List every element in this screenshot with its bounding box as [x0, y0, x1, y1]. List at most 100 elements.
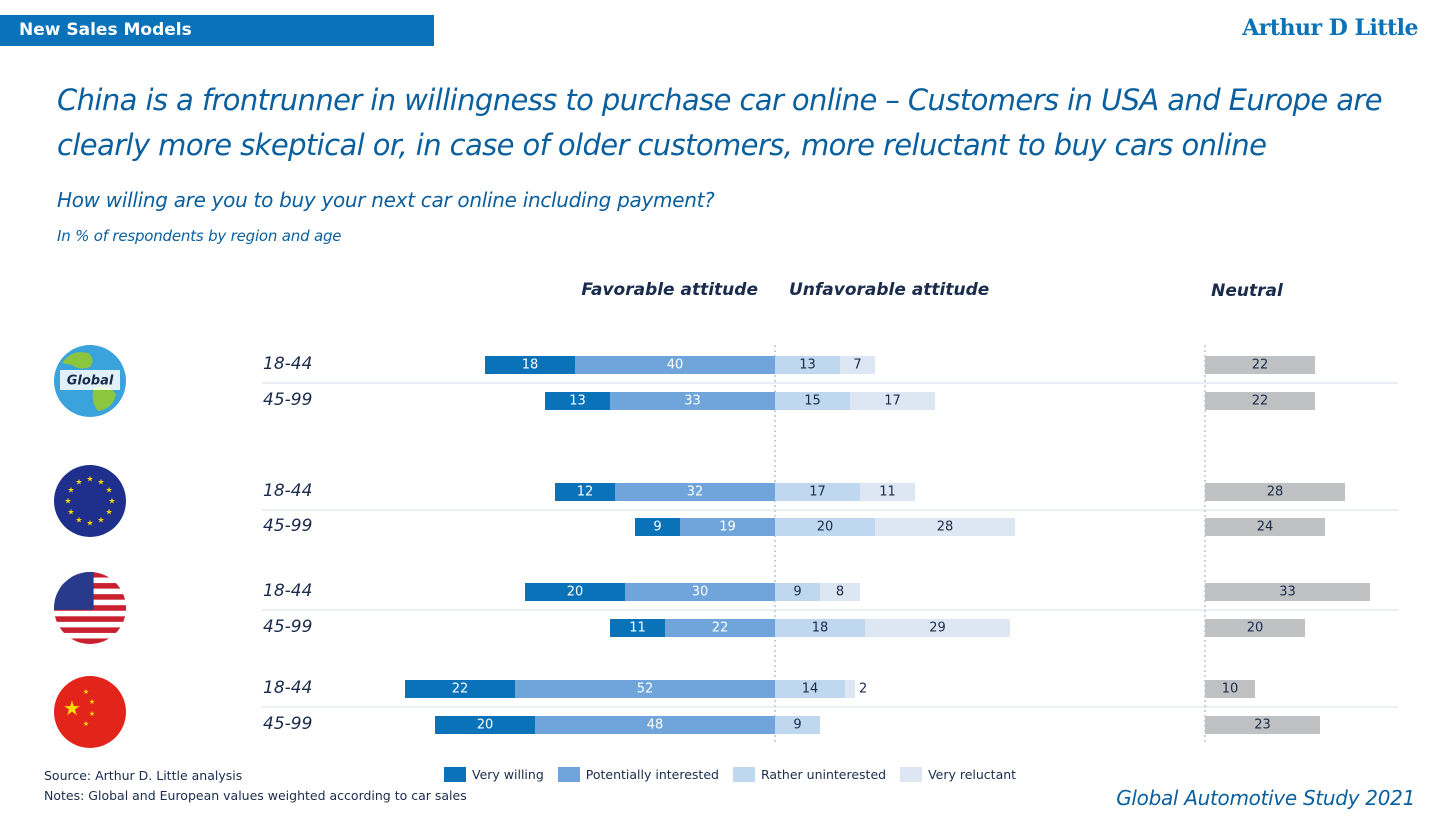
header-neutral: Neutral [1211, 281, 1284, 301]
value-label-rather-uninterested: 13 [799, 358, 816, 373]
value-label-very-willing: 20 [477, 718, 494, 733]
bar-very-reluctant [840, 356, 875, 374]
value-label-neutral: 33 [1279, 585, 1296, 600]
value-label-very-reluctant: 11 [879, 485, 896, 500]
bar-neutral [1205, 583, 1370, 601]
value-label-neutral: 22 [1252, 358, 1269, 373]
value-label-neutral: 24 [1257, 520, 1274, 535]
eu-star-icon: ★ [108, 497, 115, 506]
us-flag-stripe [54, 621, 126, 628]
value-label-neutral: 28 [1267, 485, 1284, 500]
eu-flag-icon [54, 465, 126, 537]
header-favorable: Favorable attitude [581, 280, 758, 300]
value-label-potentially-interested: 48 [647, 718, 664, 733]
legend-label-very-reluctant: Very reluctant [928, 767, 1017, 782]
bar-very-willing [635, 518, 680, 536]
legend-label-very-willing: Very willing [472, 767, 544, 782]
bar-very-reluctant [845, 680, 855, 698]
bar-very-willing [435, 716, 535, 734]
value-label-rather-uninterested: 17 [809, 485, 826, 500]
eu-star-icon: ★ [97, 477, 104, 486]
legend-swatch-very-reluctant [900, 767, 923, 782]
bar-very-willing [525, 583, 625, 601]
value-label-very-reluctant: 29 [929, 621, 946, 636]
eu-star-icon: ★ [75, 477, 82, 486]
chart-question: How willing are you to buy your next car… [57, 188, 715, 212]
age-label: 18-44 [263, 481, 312, 501]
bar-very-willing [405, 680, 515, 698]
footer-notes: Notes: Global and European values weight… [44, 788, 467, 803]
us-flag-icon [54, 572, 126, 644]
bar-potentially-interested [615, 483, 775, 501]
china-big-star-icon: ★ [63, 696, 81, 720]
unit-note: In % of respondents by region and age [57, 227, 342, 245]
eu-star-icon: ★ [86, 519, 93, 528]
globe-icon-label: Global [67, 374, 114, 389]
bar-rather-uninterested [775, 716, 820, 734]
bar-potentially-interested [575, 356, 775, 374]
bar-very-willing [555, 483, 615, 501]
bar-neutral [1205, 716, 1320, 734]
bar-neutral [1205, 356, 1315, 374]
bar-rather-uninterested [775, 680, 845, 698]
eu-star-icon: ★ [75, 516, 82, 525]
bar-very-willing [545, 392, 610, 410]
eu-star-icon: ★ [105, 508, 112, 517]
value-label-potentially-interested: 32 [687, 485, 704, 500]
bar-rather-uninterested [775, 356, 840, 374]
us-flag-canton [54, 572, 94, 610]
china-flag-icon [54, 676, 126, 748]
value-label-neutral: 23 [1254, 718, 1271, 733]
bar-neutral [1205, 518, 1325, 536]
age-label: 18-44 [263, 581, 312, 601]
value-label-very-reluctant: 2 [859, 682, 867, 697]
legend-label-potentially-interested: Potentially interested [585, 767, 719, 782]
china-small-star-icon: ★ [89, 698, 95, 706]
value-label-very-willing: 11 [629, 621, 646, 636]
value-label-neutral: 10 [1222, 682, 1239, 697]
bar-very-reluctant [820, 583, 860, 601]
value-label-rather-uninterested: 20 [817, 520, 834, 535]
bar-very-reluctant [860, 483, 915, 501]
bar-very-reluctant [850, 392, 935, 410]
value-label-very-willing: 12 [577, 485, 594, 500]
bar-potentially-interested [665, 619, 775, 637]
bar-potentially-interested [610, 392, 775, 410]
china-small-star-icon: ★ [83, 688, 89, 696]
value-label-very-willing: 18 [522, 358, 539, 373]
value-label-very-willing: 13 [569, 394, 586, 409]
value-label-very-reluctant: 7 [853, 358, 861, 373]
value-label-rather-uninterested: 9 [793, 585, 801, 600]
age-label: 45-99 [263, 714, 312, 734]
eu-star-icon: ★ [64, 497, 71, 506]
bar-neutral [1205, 680, 1255, 698]
header-unfavorable: Unfavorable attitude [789, 280, 989, 300]
bar-neutral [1205, 483, 1345, 501]
value-label-potentially-interested: 52 [637, 682, 654, 697]
legend-label-rather-uninterested: Rather uninterested [760, 767, 887, 782]
headline: China is a frontrunner in willingness to… [57, 83, 1383, 162]
bar-rather-uninterested [775, 583, 820, 601]
china-small-star-icon: ★ [89, 710, 95, 718]
legend-item-very-reluctant: Very reluctant [900, 767, 1016, 782]
bar-potentially-interested [535, 716, 775, 734]
bar-very-reluctant [875, 518, 1015, 536]
value-label-potentially-interested: 40 [667, 358, 684, 373]
legend-swatch-potentially-interested [557, 767, 580, 782]
value-label-very-willing: 20 [567, 585, 584, 600]
value-label-rather-uninterested: 18 [812, 621, 829, 636]
us-flag-stripe [54, 610, 126, 617]
age-label: 18-44 [263, 354, 312, 374]
bar-neutral [1205, 619, 1305, 637]
eu-star-icon: ★ [105, 486, 112, 495]
value-label-very-willing: 22 [452, 682, 469, 697]
value-label-potentially-interested: 19 [719, 520, 736, 535]
globe-label-bg [60, 370, 120, 390]
globe-land-south [92, 386, 116, 411]
eu-star-icon: ★ [86, 475, 93, 484]
value-label-neutral: 22 [1252, 394, 1269, 409]
footer-study: Global Automotive Study 2021 [1116, 786, 1415, 810]
eu-star-icon: ★ [67, 508, 74, 517]
bar-potentially-interested [515, 680, 775, 698]
